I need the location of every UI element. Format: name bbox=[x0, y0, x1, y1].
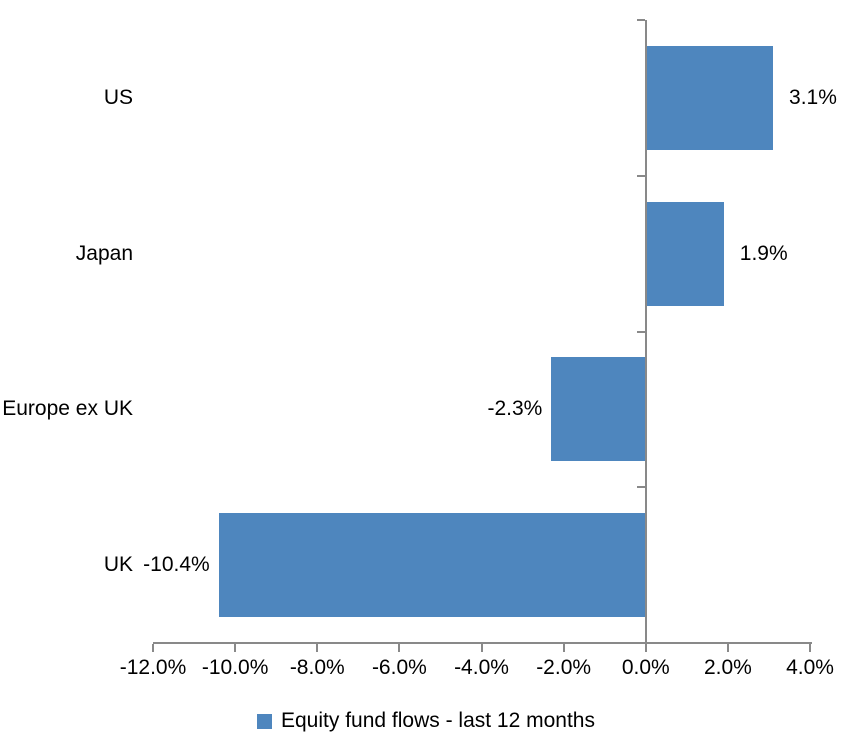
data-label-uk: -10.4% bbox=[143, 553, 210, 577]
x-tick bbox=[644, 644, 647, 652]
x-tick-label: -4.0% bbox=[454, 656, 509, 679]
x-tick bbox=[480, 644, 483, 652]
category-label-japan: Japan bbox=[75, 241, 133, 265]
x-tick bbox=[562, 644, 565, 652]
legend-label: Equity fund flows - last 12 months bbox=[281, 709, 595, 732]
x-tick bbox=[809, 644, 811, 652]
x-tick-label: -2.0% bbox=[536, 656, 592, 679]
y-tick bbox=[636, 486, 645, 489]
x-tick-label: -6.0% bbox=[371, 656, 427, 679]
data-label-us: 3.1% bbox=[789, 85, 837, 109]
x-tick-label: 4.0% bbox=[786, 656, 834, 679]
category-label-uk: UK bbox=[103, 553, 133, 577]
y-tick bbox=[636, 19, 645, 21]
x-tick bbox=[398, 644, 401, 652]
x-axis-line bbox=[153, 642, 812, 644]
x-tick bbox=[726, 644, 729, 652]
bar-uk bbox=[218, 513, 646, 618]
x-tick-label: 2.0% bbox=[703, 656, 752, 679]
y-tick bbox=[636, 642, 645, 644]
bar-europe-ex-uk bbox=[551, 357, 646, 462]
legend: Equity fund flows - last 12 months bbox=[0, 709, 852, 733]
y-axis-line bbox=[644, 20, 647, 642]
x-tick bbox=[234, 644, 237, 652]
x-tick-label: -10.0% bbox=[201, 656, 269, 679]
category-label-europe-ex-uk: Europe ex UK bbox=[2, 397, 133, 421]
category-label-us: US bbox=[103, 85, 133, 109]
data-label-europe-ex-uk: -2.3% bbox=[487, 397, 543, 421]
x-tick bbox=[152, 644, 154, 652]
bar-us bbox=[645, 45, 774, 150]
bar-japan bbox=[645, 201, 724, 306]
x-tick-label: -12.0% bbox=[119, 656, 187, 679]
y-tick bbox=[636, 174, 645, 177]
x-tick-label: -8.0% bbox=[289, 656, 345, 679]
x-tick bbox=[316, 644, 319, 652]
legend-swatch bbox=[257, 713, 272, 729]
x-tick-label: 0.0% bbox=[621, 656, 670, 679]
y-tick bbox=[636, 330, 645, 333]
data-label-japan: 1.9% bbox=[739, 241, 788, 265]
